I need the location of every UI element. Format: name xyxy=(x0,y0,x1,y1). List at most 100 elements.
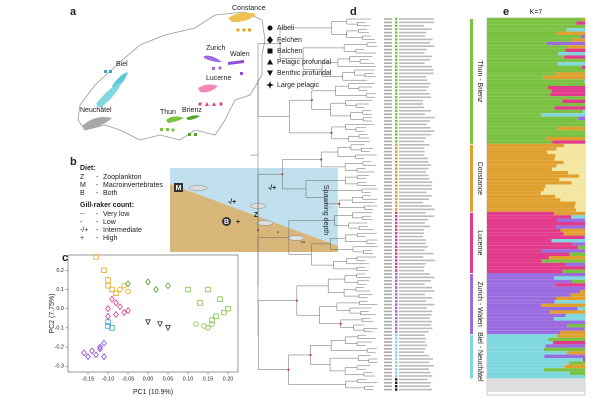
group-bar xyxy=(470,274,473,335)
structure-bar xyxy=(487,205,575,209)
label: Z xyxy=(80,174,85,181)
tip-symbol xyxy=(395,191,398,194)
tip-label xyxy=(399,55,432,58)
tip-label xyxy=(384,314,392,316)
label: - xyxy=(277,229,280,236)
label: Intermediate xyxy=(103,227,142,234)
branch xyxy=(331,21,347,35)
structure-bar xyxy=(487,211,555,216)
tip-symbol xyxy=(395,310,398,313)
tip-label xyxy=(384,371,392,374)
tip-label xyxy=(384,174,392,177)
structure-bar xyxy=(487,286,567,290)
point xyxy=(85,353,91,361)
tip-label xyxy=(384,307,392,309)
tip-symbol xyxy=(395,252,398,255)
structure-bar xyxy=(487,69,561,73)
point xyxy=(213,313,219,320)
structure-bar xyxy=(576,208,585,212)
tip-symbol xyxy=(395,279,398,282)
point xyxy=(221,309,227,316)
structure-bar xyxy=(487,177,560,182)
branch xyxy=(346,18,371,25)
branch xyxy=(330,340,368,351)
branch xyxy=(331,126,349,140)
structure-bar xyxy=(487,245,578,250)
structure-bar xyxy=(568,103,585,107)
tip-symbol xyxy=(395,381,398,384)
branch xyxy=(357,280,370,285)
tip-symbol xyxy=(395,276,398,279)
tip-symbol xyxy=(395,181,398,184)
point xyxy=(125,288,131,295)
tip-symbol xyxy=(395,242,398,245)
tip-symbol xyxy=(395,323,398,327)
branch xyxy=(356,266,369,271)
tip-symbol xyxy=(395,65,398,68)
structure-bar xyxy=(487,354,545,358)
branch xyxy=(352,212,373,219)
tip-label xyxy=(399,45,435,47)
label: -0.3 xyxy=(55,364,64,370)
fish-icons xyxy=(188,185,305,241)
tip-symbol xyxy=(395,255,398,259)
structure-bar xyxy=(578,116,585,120)
tip-symbol xyxy=(395,340,398,344)
lake xyxy=(228,60,244,65)
point xyxy=(125,280,131,288)
branch xyxy=(356,273,371,278)
structure-bar xyxy=(550,24,585,29)
structure-bar xyxy=(487,327,585,331)
structure-bar xyxy=(581,35,585,39)
tip-label xyxy=(384,48,392,51)
structure-bar xyxy=(487,75,544,80)
tip-label xyxy=(399,89,427,92)
tip-label xyxy=(399,82,431,85)
structure-bar xyxy=(557,62,585,66)
branch xyxy=(343,289,359,297)
lake xyxy=(166,116,184,123)
tip-label xyxy=(384,225,392,228)
label: 0.0 xyxy=(56,306,64,312)
label: Z xyxy=(254,212,259,219)
tip-label xyxy=(399,184,432,187)
branch xyxy=(346,30,363,38)
structure-bar xyxy=(559,177,585,182)
label: Walen xyxy=(230,51,250,58)
tip-label xyxy=(384,188,392,190)
tip-label xyxy=(384,76,392,78)
tip-label xyxy=(399,235,424,238)
structure-bar xyxy=(487,273,573,277)
branch xyxy=(357,175,369,180)
tip-label xyxy=(384,320,392,323)
label: -- xyxy=(301,239,306,246)
label: - xyxy=(96,174,99,181)
structure-bar xyxy=(487,52,559,56)
tip-label xyxy=(384,65,392,68)
tip-label xyxy=(399,147,425,149)
tip-symbol xyxy=(395,177,398,180)
tip-symbol xyxy=(395,147,398,150)
lake-geneva xyxy=(82,117,112,130)
tip-symbol xyxy=(395,317,398,320)
structure-bar xyxy=(487,92,551,97)
branch xyxy=(335,85,367,96)
tip-label xyxy=(399,249,425,251)
structure-bar xyxy=(487,18,583,22)
label: e xyxy=(503,6,509,18)
point xyxy=(89,347,95,355)
tip-symbol xyxy=(395,286,398,289)
tip-label xyxy=(399,69,434,71)
tip-label xyxy=(384,147,392,149)
structure-bar xyxy=(487,24,551,29)
structure-bar xyxy=(487,215,572,219)
structure-bar xyxy=(487,150,548,154)
tip-symbol xyxy=(395,283,398,286)
structure-bar xyxy=(487,72,557,76)
tip-symbol xyxy=(395,106,398,109)
tip-label xyxy=(399,35,425,37)
map-markers xyxy=(104,28,251,136)
structure-bar xyxy=(577,307,585,311)
tip-label xyxy=(399,62,425,64)
structure-bar xyxy=(564,55,585,59)
